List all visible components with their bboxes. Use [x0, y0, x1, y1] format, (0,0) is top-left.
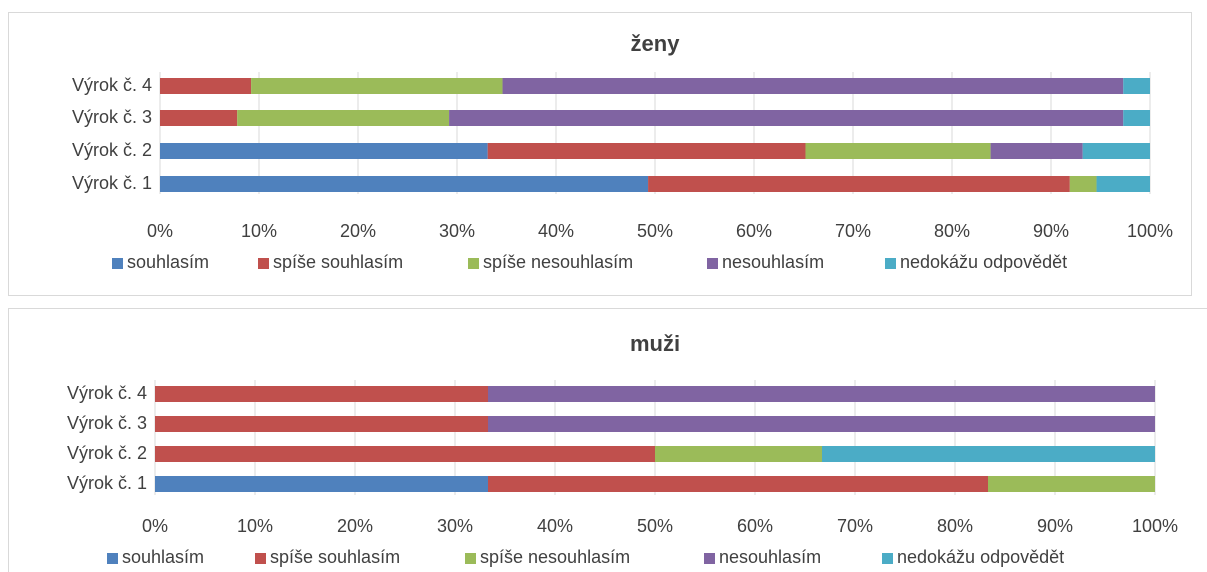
y-tick-label: Výrok č. 1 [67, 473, 147, 493]
legend-swatch [107, 553, 118, 564]
legend-label: spíše nesouhlasím [483, 252, 633, 272]
x-tick-label: 80% [937, 516, 973, 536]
x-tick-label: 40% [537, 516, 573, 536]
bar-segment [237, 110, 450, 126]
bar-segment [449, 110, 1124, 126]
legend-label: nesouhlasím [719, 547, 821, 567]
bar-segment [648, 176, 1070, 192]
x-tick-label: 0% [147, 221, 173, 241]
bar-segment [1096, 176, 1150, 192]
legend-swatch [882, 553, 893, 564]
bar-segment [155, 446, 655, 462]
bar-segment [155, 476, 488, 492]
y-tick-label: Výrok č. 3 [67, 413, 147, 433]
x-tick-label: 100% [1127, 221, 1173, 241]
legend-swatch [255, 553, 266, 564]
x-tick-label: 10% [241, 221, 277, 241]
x-tick-label: 0% [142, 516, 168, 536]
bar-segment [1069, 176, 1097, 192]
x-tick-label: 90% [1033, 221, 1069, 241]
legend-label: spíše souhlasím [270, 547, 400, 567]
x-tick-label: 40% [538, 221, 574, 241]
bar-segment [1123, 110, 1150, 126]
x-tick-label: 90% [1037, 516, 1073, 536]
bar-segment [805, 143, 991, 159]
legend-swatch [112, 258, 123, 269]
legend-label: spíše nesouhlasím [480, 547, 630, 567]
legend-label: nedokážu odpovědět [897, 547, 1064, 567]
y-tick-label: Výrok č. 2 [72, 140, 152, 160]
y-tick-label: Výrok č. 1 [72, 173, 152, 193]
bar-segment [488, 386, 1155, 402]
x-tick-label: 50% [637, 516, 673, 536]
y-tick-label: Výrok č. 4 [72, 75, 152, 95]
chart-title: muži [630, 331, 680, 356]
bar-segment [988, 476, 1155, 492]
legend-swatch [707, 258, 718, 269]
bar-segment [251, 78, 503, 94]
x-tick-label: 70% [835, 221, 871, 241]
chart-frame [8, 308, 1207, 572]
legend-label: nesouhlasím [722, 252, 824, 272]
x-tick-label: 10% [237, 516, 273, 536]
chart-title: ženy [631, 31, 681, 56]
bar-segment [487, 143, 806, 159]
bar-segment [822, 446, 1155, 462]
x-tick-label: 70% [837, 516, 873, 536]
bar-segment [655, 446, 822, 462]
bar-segment [160, 143, 488, 159]
bar-segment [502, 78, 1124, 94]
x-tick-label: 80% [934, 221, 970, 241]
x-tick-label: 50% [637, 221, 673, 241]
legend-swatch [704, 553, 715, 564]
x-tick-label: 60% [736, 221, 772, 241]
bar-segment [488, 476, 988, 492]
legend-swatch [258, 258, 269, 269]
bar-segment [1123, 78, 1150, 94]
bar-segment [1082, 143, 1150, 159]
legend-swatch [468, 258, 479, 269]
legend-swatch [465, 553, 476, 564]
bar-segment [155, 416, 488, 432]
y-tick-label: Výrok č. 2 [67, 443, 147, 463]
bar-segment [155, 386, 488, 402]
x-tick-label: 60% [737, 516, 773, 536]
bar-segment [160, 110, 238, 126]
x-tick-label: 30% [439, 221, 475, 241]
bar-segment [990, 143, 1083, 159]
legend-swatch [885, 258, 896, 269]
x-tick-label: 20% [337, 516, 373, 536]
legend-label: souhlasím [127, 252, 209, 272]
y-tick-label: Výrok č. 3 [72, 107, 152, 127]
bar-segment [160, 176, 649, 192]
x-tick-label: 30% [437, 516, 473, 536]
bar-segment [488, 416, 1155, 432]
y-tick-label: Výrok č. 4 [67, 383, 147, 403]
legend-label: souhlasím [122, 547, 204, 567]
bar-segment [160, 78, 252, 94]
legend-label: spíše souhlasím [273, 252, 403, 272]
x-tick-label: 20% [340, 221, 376, 241]
x-tick-label: 100% [1132, 516, 1178, 536]
legend-label: nedokážu odpovědět [900, 252, 1067, 272]
